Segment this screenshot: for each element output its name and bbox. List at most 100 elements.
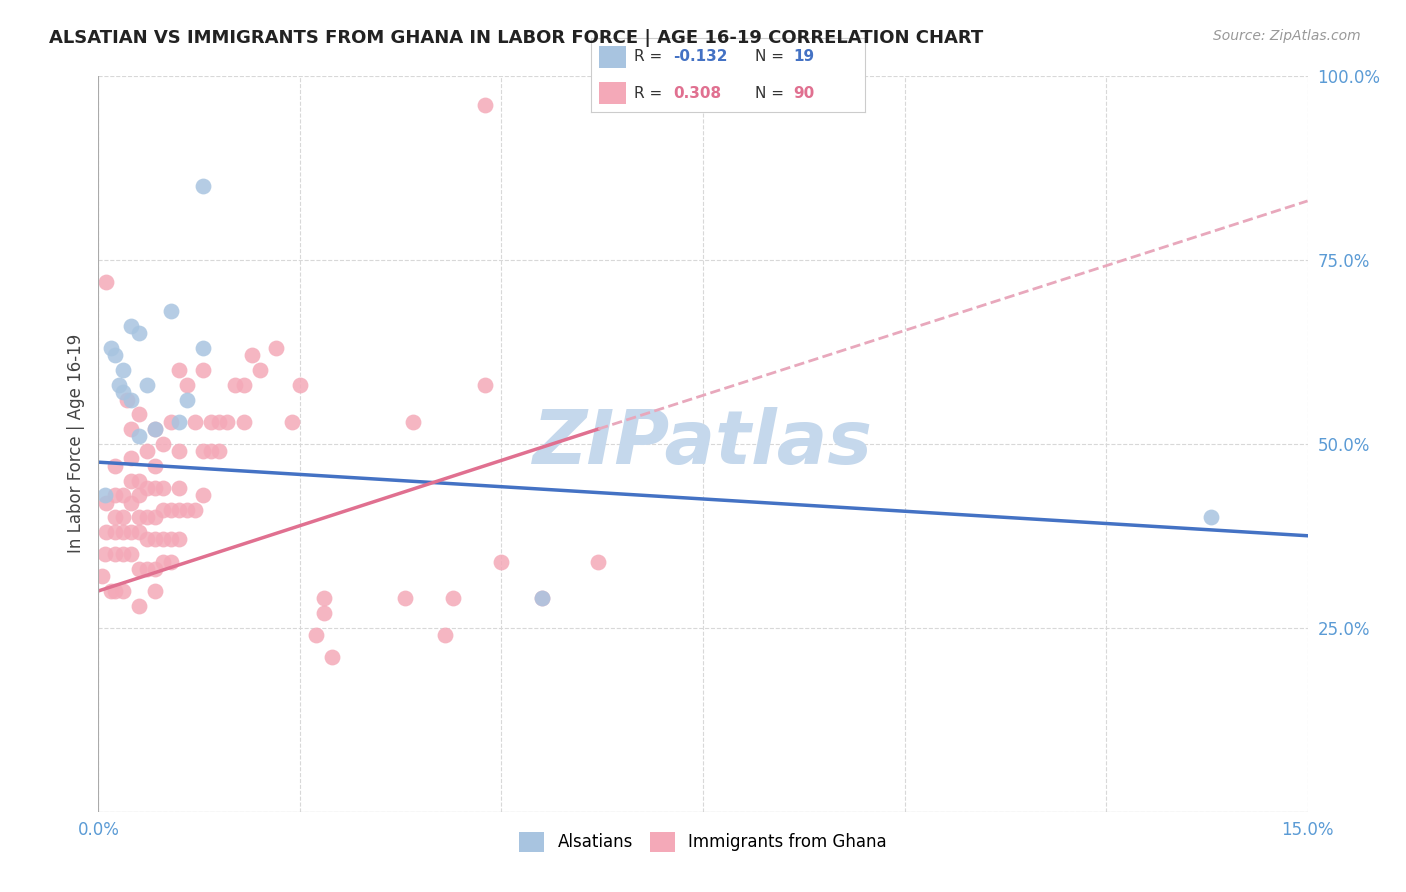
Point	[135, 481, 157, 495]
Point	[193, 488, 215, 502]
Point	[232, 378, 254, 392]
Point	[176, 392, 198, 407]
Point	[143, 481, 166, 495]
Point	[193, 444, 215, 458]
Point	[128, 407, 150, 421]
Point	[103, 458, 125, 473]
Point	[1199, 510, 1222, 524]
Point	[184, 503, 207, 517]
Point	[128, 488, 150, 502]
Point	[314, 591, 336, 606]
Point	[143, 422, 166, 436]
Point	[232, 415, 254, 429]
Point	[305, 628, 328, 642]
Text: ALSATIAN VS IMMIGRANTS FROM GHANA IN LABOR FORCE | AGE 16-19 CORRELATION CHART: ALSATIAN VS IMMIGRANTS FROM GHANA IN LAB…	[49, 29, 983, 46]
Point	[160, 415, 183, 429]
Point	[111, 547, 134, 561]
Point	[176, 503, 198, 517]
Point	[103, 488, 125, 502]
Point	[100, 341, 122, 355]
Point	[111, 363, 134, 377]
Point	[176, 378, 198, 392]
Y-axis label: In Labor Force | Age 16-19: In Labor Force | Age 16-19	[66, 334, 84, 553]
Point	[160, 533, 183, 547]
Point	[143, 458, 166, 473]
Text: -0.132: -0.132	[672, 49, 727, 64]
Point	[184, 415, 207, 429]
Point	[160, 503, 183, 517]
Point	[167, 533, 190, 547]
Point	[128, 510, 150, 524]
Text: R =: R =	[634, 49, 668, 64]
Point	[120, 496, 142, 510]
Legend: Alsatians, Immigrants from Ghana: Alsatians, Immigrants from Ghana	[513, 825, 893, 859]
Point	[111, 524, 134, 539]
Point	[200, 444, 222, 458]
Point	[208, 444, 231, 458]
Point	[217, 415, 239, 429]
Point	[193, 179, 215, 194]
Point	[120, 422, 142, 436]
Point	[167, 363, 190, 377]
Point	[193, 363, 215, 377]
Point	[120, 547, 142, 561]
Point	[120, 318, 142, 333]
Point	[193, 341, 215, 355]
Point	[103, 510, 125, 524]
Point	[167, 415, 190, 429]
Point	[586, 554, 609, 569]
Point	[128, 474, 150, 488]
Point	[152, 503, 174, 517]
Point	[135, 510, 157, 524]
Point	[120, 474, 142, 488]
Point	[96, 275, 118, 289]
Point	[160, 554, 183, 569]
Point	[94, 488, 117, 502]
Point	[167, 503, 190, 517]
Text: 19: 19	[793, 49, 814, 64]
Point	[200, 415, 222, 429]
Point	[128, 524, 150, 539]
Point	[152, 533, 174, 547]
Point	[434, 628, 457, 642]
Point	[167, 444, 190, 458]
Point	[491, 554, 513, 569]
Point	[128, 562, 150, 576]
Point	[103, 584, 125, 599]
Point	[152, 554, 174, 569]
Point	[530, 591, 553, 606]
Point	[474, 98, 496, 112]
Text: Source: ZipAtlas.com: Source: ZipAtlas.com	[1213, 29, 1361, 43]
Bar	[599, 45, 626, 68]
Point	[288, 378, 311, 392]
Point	[143, 584, 166, 599]
Point	[152, 436, 174, 450]
Point	[120, 451, 142, 466]
Point	[103, 348, 125, 362]
Point	[474, 378, 496, 392]
Point	[128, 429, 150, 443]
Point	[91, 569, 114, 583]
Point	[402, 415, 425, 429]
Bar	[599, 82, 626, 104]
Point	[96, 496, 118, 510]
Point	[281, 415, 304, 429]
Point	[111, 488, 134, 502]
Point	[160, 304, 183, 318]
Text: N =: N =	[755, 86, 789, 101]
Point	[94, 547, 117, 561]
Point	[224, 378, 246, 392]
Point	[103, 547, 125, 561]
Point	[111, 510, 134, 524]
Point	[208, 415, 231, 429]
Point	[143, 562, 166, 576]
Point	[152, 481, 174, 495]
Point	[111, 584, 134, 599]
Point	[128, 326, 150, 341]
Point	[143, 533, 166, 547]
Point	[115, 392, 138, 407]
Point	[143, 422, 166, 436]
Text: ZIPatlas: ZIPatlas	[533, 408, 873, 480]
Text: R =: R =	[634, 86, 668, 101]
Point	[103, 524, 125, 539]
